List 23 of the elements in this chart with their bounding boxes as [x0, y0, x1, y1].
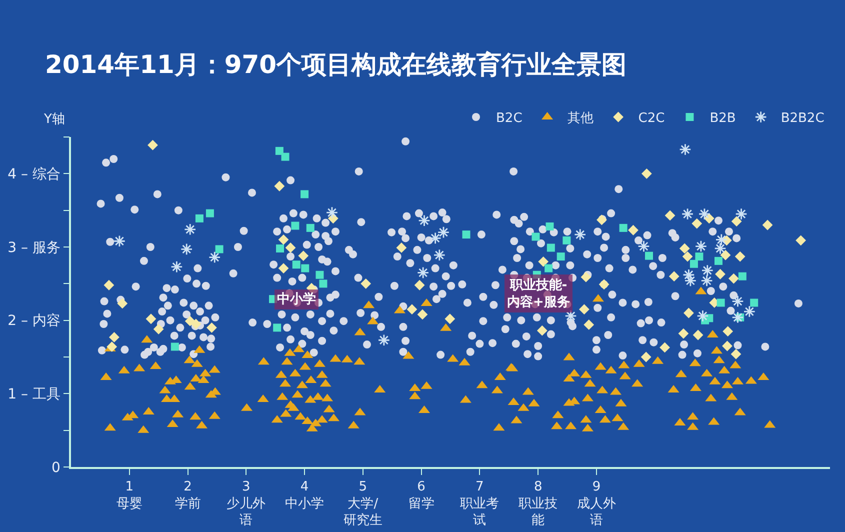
y-tick-label: 4 – 综合 — [8, 166, 60, 183]
y-tick-label: 3 – 服务 — [8, 240, 60, 256]
legend-label: 其他 — [567, 111, 594, 126]
y-tick-label: 2 – 内容 — [8, 313, 60, 330]
legend-label: B2B — [710, 111, 736, 126]
y-tick-label: 0 — [52, 460, 60, 476]
legend-label: B2C — [496, 111, 522, 126]
legend-label: B2B2C — [780, 111, 824, 126]
x-tick-label: 6 留学 — [408, 479, 434, 512]
x-tick-label: 4 中小学 — [285, 479, 324, 512]
legend-label: C2C — [638, 111, 665, 126]
x-tick-label: 8 职业技能 — [518, 479, 558, 528]
chart-title: 2014年11月：970个项目构成在线教育行业全景图 — [45, 50, 627, 79]
y-tick-label: 1 – 工具 — [8, 386, 60, 403]
annotation: 职业技能- 内容+服务 — [507, 277, 570, 310]
x-tick-label: 5 大学/研究生 — [343, 479, 382, 528]
x-tick-label: 1 母婴 — [116, 479, 142, 512]
x-tick-label: 2 学前 — [174, 479, 201, 512]
y-axis-title: Y轴 — [43, 112, 65, 127]
x-tick-label: 9 成人外语 — [576, 479, 616, 528]
x-tick-label: 7 职业考试 — [460, 479, 500, 528]
x-tick-label: 3 少儿外语 — [226, 479, 266, 528]
annotation: 中小学 — [277, 292, 316, 307]
